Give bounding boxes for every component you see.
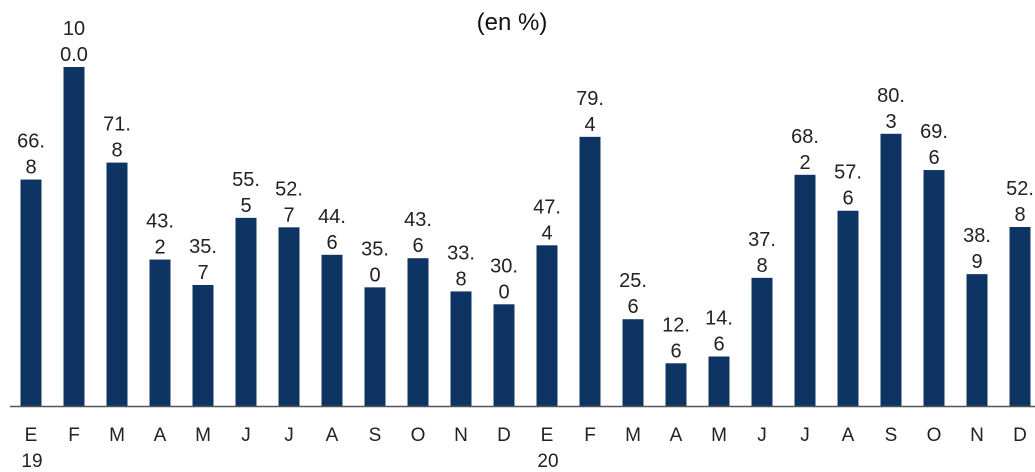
data-label-22: 38. 9 xyxy=(963,225,991,273)
bar-21 xyxy=(923,170,945,406)
chart-title: (en %) xyxy=(477,9,548,36)
bar-19 xyxy=(837,210,859,406)
data-label-6: 52. 7 xyxy=(275,178,303,226)
bar-0 xyxy=(20,179,42,406)
data-label-23: 52. 8 xyxy=(1006,178,1034,226)
x-tick-label-10: N xyxy=(454,425,468,446)
data-label-12: 47. 4 xyxy=(533,196,561,244)
bar-4 xyxy=(192,284,214,406)
data-label-4: 35. 7 xyxy=(189,236,217,284)
data-label-21: 69. 6 xyxy=(920,121,948,169)
data-label-2: 71. 8 xyxy=(103,114,131,162)
data-label-5: 55. 5 xyxy=(232,169,260,217)
data-label-14: 25. 6 xyxy=(619,270,647,318)
x-tick-label-14: M xyxy=(625,425,641,446)
x-tick-label-8: S xyxy=(369,425,382,446)
bar-11 xyxy=(493,304,515,406)
data-label-10: 33. 8 xyxy=(447,242,475,290)
x-tick-label-0: E xyxy=(25,425,38,446)
bar-7 xyxy=(321,254,343,406)
bars-group xyxy=(20,67,1031,407)
data-label-17: 37. 8 xyxy=(748,229,776,277)
bar-22 xyxy=(966,274,988,406)
x-tick-label-17: J xyxy=(757,425,767,446)
x-tick-label-16: M xyxy=(711,425,727,446)
x-tick-label-4: M xyxy=(195,425,211,446)
bar-3 xyxy=(149,259,171,406)
bar-2 xyxy=(106,162,128,406)
bar-20 xyxy=(880,133,902,406)
data-label-1: 10 0.0 xyxy=(60,18,88,66)
x-tick-label-21: O xyxy=(927,425,942,446)
x-tick-labels-group: E F M A M J J A S O N D E F M A M J J A S O N D 19 20 xyxy=(21,425,1026,472)
x-tick-label-22: N xyxy=(970,425,984,446)
x-tick-label-11: D xyxy=(497,425,511,446)
data-label-16: 14. 6 xyxy=(705,308,733,356)
x-tick-label-20: S xyxy=(885,425,898,446)
data-label-3: 43. 2 xyxy=(146,211,174,259)
data-label-9: 43. 6 xyxy=(404,209,432,257)
data-label-11: 30. 0 xyxy=(490,255,518,303)
x-tick-label-15: A xyxy=(670,425,683,446)
x-tick-label-13: F xyxy=(584,425,596,446)
bar-14 xyxy=(622,319,644,406)
data-label-0: 66. 8 xyxy=(17,131,45,179)
year-label-0: 19 xyxy=(21,451,42,472)
x-tick-label-5: J xyxy=(241,425,251,446)
bar-6 xyxy=(278,227,300,406)
bar-5 xyxy=(235,217,257,406)
bar-9 xyxy=(407,258,429,406)
x-tick-label-9: O xyxy=(411,425,426,446)
x-tick-label-1: F xyxy=(68,425,80,446)
x-tick-label-12: E xyxy=(541,425,554,446)
x-tick-label-18: J xyxy=(800,425,810,446)
bar-10 xyxy=(450,291,472,406)
bar-23 xyxy=(1009,227,1031,406)
year-label-1: 20 xyxy=(537,451,558,472)
data-label-8: 35. 0 xyxy=(361,238,389,286)
data-label-19: 57. 6 xyxy=(834,162,862,210)
x-tick-label-2: M xyxy=(109,425,125,446)
bar-8 xyxy=(364,287,386,406)
bar-15 xyxy=(665,363,687,406)
data-label-7: 44. 6 xyxy=(318,206,346,254)
data-label-18: 68. 2 xyxy=(791,126,819,174)
bar-1 xyxy=(63,67,85,406)
data-label-20: 80. 3 xyxy=(877,85,905,133)
bar-13 xyxy=(579,136,601,407)
bar-16 xyxy=(708,356,730,406)
data-label-13: 79. 4 xyxy=(576,88,604,136)
bar-12 xyxy=(536,245,558,406)
x-tick-label-19: A xyxy=(842,425,855,446)
data-labels-group: 66. 8 10 0.0 71. 8 43. 2 35. 7 55. 5 52. 7 44. 6 35. 0 43.… xyxy=(17,18,1034,362)
x-tick-label-7: A xyxy=(326,425,339,446)
data-label-15: 12. 6 xyxy=(662,314,690,362)
bar-17 xyxy=(751,277,773,406)
x-tick-label-3: A xyxy=(154,425,167,446)
x-tick-label-6: J xyxy=(284,425,294,446)
bar-18 xyxy=(794,174,816,406)
x-tick-label-23: D xyxy=(1013,425,1027,446)
